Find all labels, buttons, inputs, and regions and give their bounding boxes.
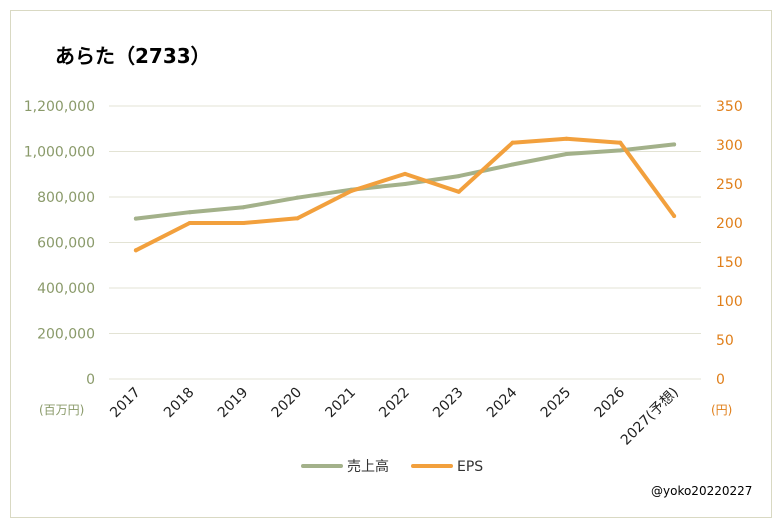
x-axis-tick-label: 2025 — [538, 385, 575, 422]
left-axis-tick-label: 1,000,000 — [24, 145, 95, 161]
x-axis-tick-label: 2023 — [430, 385, 467, 422]
data-point — [672, 213, 677, 218]
series-line-eps — [133, 136, 677, 253]
right-axis-tick-label: 350 — [716, 99, 743, 115]
x-axis-tick-label: 2021 — [322, 385, 359, 422]
data-point — [295, 216, 300, 221]
chart-svg: あらた（2733） 0 200,000 400,000 600,000 800,000 1… — [24, 44, 753, 498]
x-axis-tick-label: 2024 — [484, 384, 521, 421]
data-point — [133, 248, 138, 253]
data-point — [456, 174, 461, 179]
x-axis-tick-label: 2022 — [376, 385, 413, 422]
right-axis-tick-label: 300 — [716, 138, 743, 154]
right-axis-tick-label: 150 — [716, 255, 743, 271]
data-point — [187, 221, 192, 225]
left-axis-unit: (百万円) — [39, 403, 84, 417]
left-axis-tick-label: 800,000 — [37, 190, 95, 206]
data-point — [241, 205, 246, 210]
data-point — [456, 189, 461, 194]
data-point — [295, 195, 300, 200]
data-point — [241, 221, 246, 225]
right-axis-tick-label: 100 — [716, 294, 743, 310]
series-line-sales — [133, 142, 677, 221]
x-axis-tick-label: 2020 — [269, 385, 306, 422]
left-axis-tick-label: 600,000 — [37, 236, 95, 252]
legend-label: 売上高 — [347, 458, 389, 475]
x-axis-tick-label: 2018 — [161, 385, 198, 422]
data-point — [510, 140, 515, 145]
x-axis-tick-label: 2027(予想) — [618, 385, 682, 449]
data-point — [403, 171, 407, 176]
data-point — [618, 148, 623, 153]
right-axis-tick-label: 50 — [716, 333, 734, 349]
data-point — [349, 189, 354, 194]
right-axis-unit: (円) — [711, 403, 732, 417]
data-point — [672, 142, 677, 147]
data-point — [187, 210, 192, 215]
left-axis-tick-label: 0 — [86, 372, 95, 388]
x-axis-tick-label: 2017 — [107, 385, 144, 422]
x-axis-tick-label: 2026 — [592, 384, 629, 421]
right-axis-tick-label: 200 — [716, 216, 743, 232]
data-point — [564, 136, 569, 141]
left-axis-tick-label: 1,200,000 — [24, 99, 95, 115]
data-point — [403, 182, 407, 187]
data-point — [618, 140, 623, 145]
right-axis-tick-label: 250 — [716, 177, 743, 193]
data-point — [564, 152, 569, 157]
chart-title: あらた（2733） — [55, 44, 211, 68]
left-axis-tick-label: 400,000 — [37, 281, 95, 297]
legend-label: EPS — [457, 459, 483, 475]
credit-text: @yoko20220227 — [651, 484, 752, 498]
x-axis-tick-label: 2019 — [215, 385, 252, 422]
left-axis-tick-label: 200,000 — [37, 327, 95, 343]
right-axis-tick-label: 0 — [716, 372, 725, 388]
chart-frame: あらた（2733） 0 200,000 400,000 600,000 800,000 1… — [10, 10, 772, 518]
data-point — [133, 216, 138, 221]
data-point — [510, 162, 515, 167]
